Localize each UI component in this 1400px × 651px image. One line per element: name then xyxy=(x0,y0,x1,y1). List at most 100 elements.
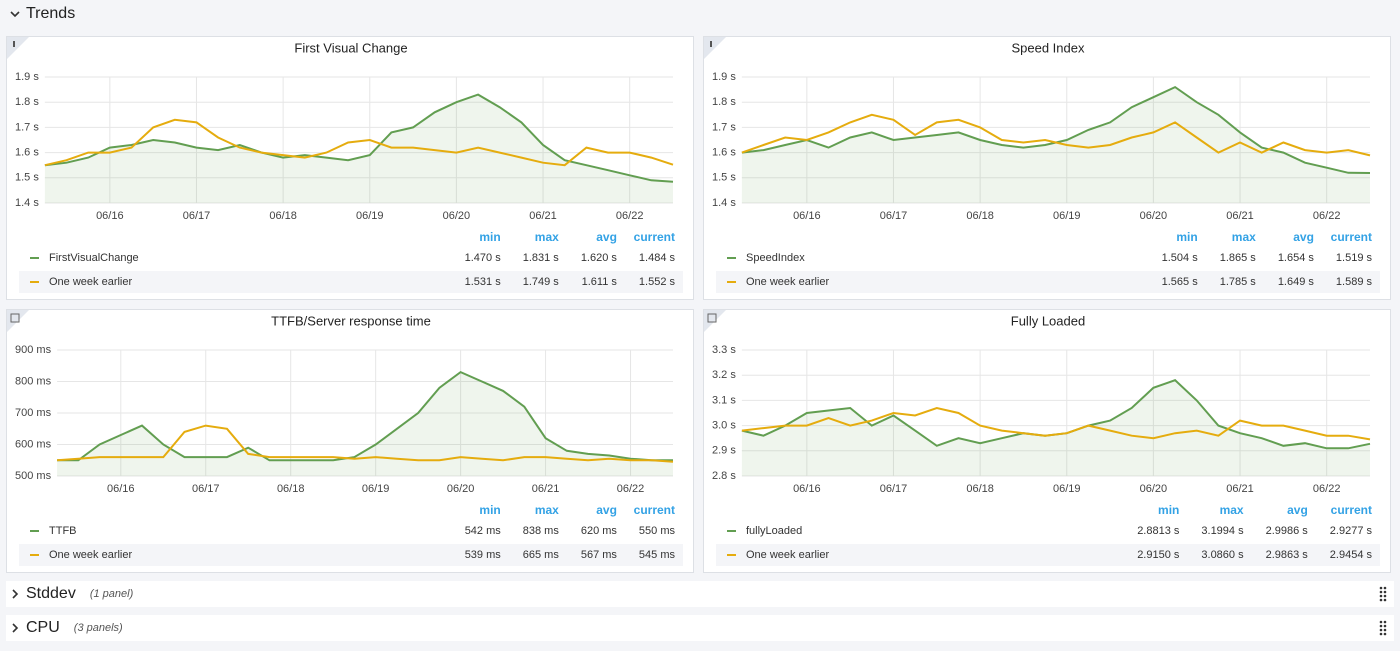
legend-header: avg xyxy=(596,503,617,517)
x-tick-label: 06/16 xyxy=(793,210,821,222)
area xyxy=(741,380,1370,476)
y-tick-label: 1.7 s xyxy=(15,121,39,133)
y-tick-label: 2.9 s xyxy=(712,445,736,457)
x-tick-label: 06/18 xyxy=(966,483,994,495)
row-header[interactable]: CPU (3 panels) xyxy=(6,615,1394,641)
corner xyxy=(704,37,726,59)
legend-value: 1.589 s xyxy=(1336,276,1373,288)
line xyxy=(57,370,673,462)
x-tick-label: 06/19 xyxy=(1053,210,1081,222)
chevron xyxy=(10,11,20,18)
panel-title: Speed Index xyxy=(1011,40,1085,55)
x-tick-label: 06/21 xyxy=(529,210,557,222)
y-tick-label: 1.9 s xyxy=(15,71,39,83)
legend-value: 2.9277 s xyxy=(1330,525,1373,537)
link-icon xyxy=(10,313,20,323)
legend-value: 1.565 s xyxy=(1162,276,1199,288)
chart: First Visual Change 1.4 s 1.5 s 1.6 s 1.7 s 1… xyxy=(7,37,683,293)
legend-value: 567 ms xyxy=(581,549,618,561)
legend-value: 1.785 s xyxy=(1220,276,1257,288)
legend-value: 539 ms xyxy=(465,549,502,561)
y-tick-label: 500 ms xyxy=(15,470,52,482)
x-tick-label: 06/17 xyxy=(880,483,908,495)
legend-name: One week earlier xyxy=(49,549,132,561)
legend-value: 2.9863 s xyxy=(1266,549,1309,561)
legend-value: 665 ms xyxy=(523,549,560,561)
legend-value: 542 ms xyxy=(465,525,502,537)
y-tick-label: 1.5 s xyxy=(15,172,39,184)
legend-value: 2.9986 s xyxy=(1266,525,1309,537)
area xyxy=(741,87,1370,203)
legend-value: 1.504 s xyxy=(1162,252,1199,264)
x-tick-label: 06/22 xyxy=(617,483,645,495)
row-header[interactable]: Stddev (1 panel) xyxy=(6,581,1394,607)
legend-name: One week earlier xyxy=(49,276,132,288)
link-icon xyxy=(707,313,717,323)
legend-value: 2.8813 s xyxy=(1137,525,1180,537)
legend-value: 1.654 s xyxy=(1278,252,1315,264)
chart: Speed Index 1.4 s 1.5 s 1.6 s 1.7 s 1.8 s 1.9 … xyxy=(704,37,1380,293)
legend-header: avg xyxy=(1293,230,1314,244)
legend-value: 1.831 s xyxy=(523,252,560,264)
legend-name: FirstVisualChange xyxy=(49,252,139,264)
legend-header: max xyxy=(1232,230,1256,244)
legend-row-bg xyxy=(716,544,1380,566)
y-tick-label: 3.2 s xyxy=(712,369,736,381)
legend-value: 1.611 s xyxy=(582,276,618,288)
x-tick-label: 06/19 xyxy=(362,483,390,495)
row-title: Trends xyxy=(26,5,76,22)
x-tick-label: 06/20 xyxy=(443,210,471,222)
y-tick-label: 1.5 s xyxy=(712,172,736,184)
drag-handle[interactable] xyxy=(1378,585,1388,603)
x-tick-label: 06/21 xyxy=(532,483,560,495)
y-tick-label: 1.8 s xyxy=(15,96,39,108)
line xyxy=(741,406,1371,441)
drag-handle[interactable] xyxy=(1378,619,1388,637)
legend-value: 2.9150 s xyxy=(1137,549,1180,561)
legend-header: min xyxy=(479,503,500,517)
legend-value: 620 ms xyxy=(581,525,618,537)
corner xyxy=(704,310,726,332)
line xyxy=(44,118,674,167)
chart: TTFB/Server response time 500 ms 600 ms 700… xyxy=(7,310,683,566)
x-tick-label: 06/20 xyxy=(1140,483,1168,495)
area xyxy=(57,372,673,476)
y-tick-label: 1.4 s xyxy=(15,197,39,209)
panel: First Visual Change 1.4 s 1.5 s 1.6 s 1.7 s 1… xyxy=(6,36,694,300)
y-tick-label: 3.3 s xyxy=(712,344,736,356)
x-tick-label: 06/19 xyxy=(356,210,384,222)
chevron xyxy=(12,623,19,633)
x-tick-label: 06/21 xyxy=(1226,210,1254,222)
y-tick-label: 600 ms xyxy=(15,438,52,450)
y-tick-label: 900 ms xyxy=(15,344,52,356)
legend-name: One week earlier xyxy=(746,276,829,288)
y-tick-label: 1.4 s xyxy=(712,197,736,209)
legend-value: 1.552 s xyxy=(639,276,676,288)
row-note: (1 panel) xyxy=(89,588,134,600)
row-header[interactable]: Trends xyxy=(0,0,1400,28)
x-tick-label: 06/17 xyxy=(192,483,220,495)
y-tick-label: 1.6 s xyxy=(712,147,736,159)
x-tick-label: 06/18 xyxy=(966,210,994,222)
legend-header: min xyxy=(479,230,500,244)
legend-name: One week earlier xyxy=(746,549,829,561)
legend-value: 1.470 s xyxy=(465,252,502,264)
legend-value: 3.0860 s xyxy=(1201,549,1244,561)
y-tick-label: 1.9 s xyxy=(712,71,736,83)
legend-header: max xyxy=(535,503,559,517)
panel: TTFB/Server response time 500 ms 600 ms 700… xyxy=(6,309,694,573)
legend-value: 838 ms xyxy=(523,525,560,537)
legend-row-bg xyxy=(19,271,683,293)
x-tick-label: 06/18 xyxy=(269,210,297,222)
y-tick-label: 1.6 s xyxy=(15,147,39,159)
line xyxy=(741,113,1371,157)
corner xyxy=(7,37,29,59)
line xyxy=(57,424,674,463)
legend-value: 1.749 s xyxy=(523,276,560,288)
info-icon xyxy=(710,41,712,47)
legend-name: fullyLoaded xyxy=(746,525,802,537)
panel-title: Fully Loaded xyxy=(1011,313,1085,328)
y-tick-label: 1.7 s xyxy=(712,121,736,133)
info-icon xyxy=(13,41,15,47)
